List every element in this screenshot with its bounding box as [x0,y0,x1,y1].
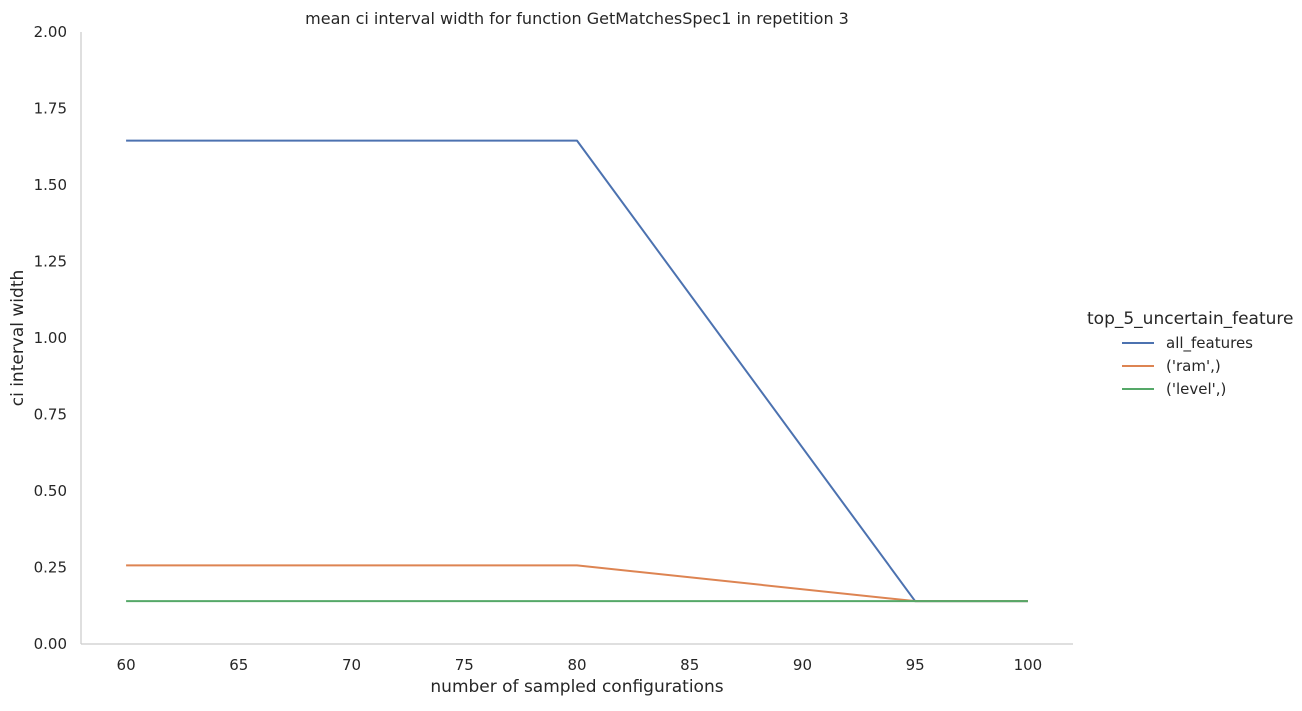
x-tick-label: 65 [229,656,248,674]
legend: top_5_uncertain_feature all_features ('ra… [1087,309,1293,398]
x-tick-label: 100 [1014,656,1043,674]
x-tick-label: 85 [680,656,699,674]
y-axis-label: ci interval width [8,270,28,407]
plot-lines [126,139,1028,603]
y-tick-label: 0.00 [34,635,67,653]
chart-title: mean ci interval width for function GetM… [305,9,849,28]
y-tick-label: 0.50 [34,482,67,500]
x-tick-label: 90 [793,656,812,674]
legend-label: ('ram',) [1166,357,1221,375]
y-tick-label: 1.00 [34,329,67,347]
legend-label: all_features [1166,334,1253,353]
y-tick-label: 1.25 [34,253,67,271]
y-tick-label: 0.75 [34,406,67,424]
y-tick-label: 2.00 [34,23,67,41]
y-tick-label: 1.50 [34,176,67,194]
y-tick-label: 1.75 [34,100,67,118]
legend-title: top_5_uncertain_feature [1087,309,1293,329]
y-tick-label: 0.25 [34,559,67,577]
x-tick-label: 70 [342,656,361,674]
x-tick-label: 60 [117,656,136,674]
legend-label: ('level',) [1166,380,1226,398]
x-axis-label: number of sampled configurations [430,677,723,697]
series-line-0 [126,139,1028,603]
x-tick-label: 95 [906,656,925,674]
x-tick-label: 80 [567,656,586,674]
x-tick-label: 75 [455,656,474,674]
axes: 60 65 70 75 80 85 90 95 100 0.00 0.25 0.50 0.75 1.00 1… [34,23,1073,674]
